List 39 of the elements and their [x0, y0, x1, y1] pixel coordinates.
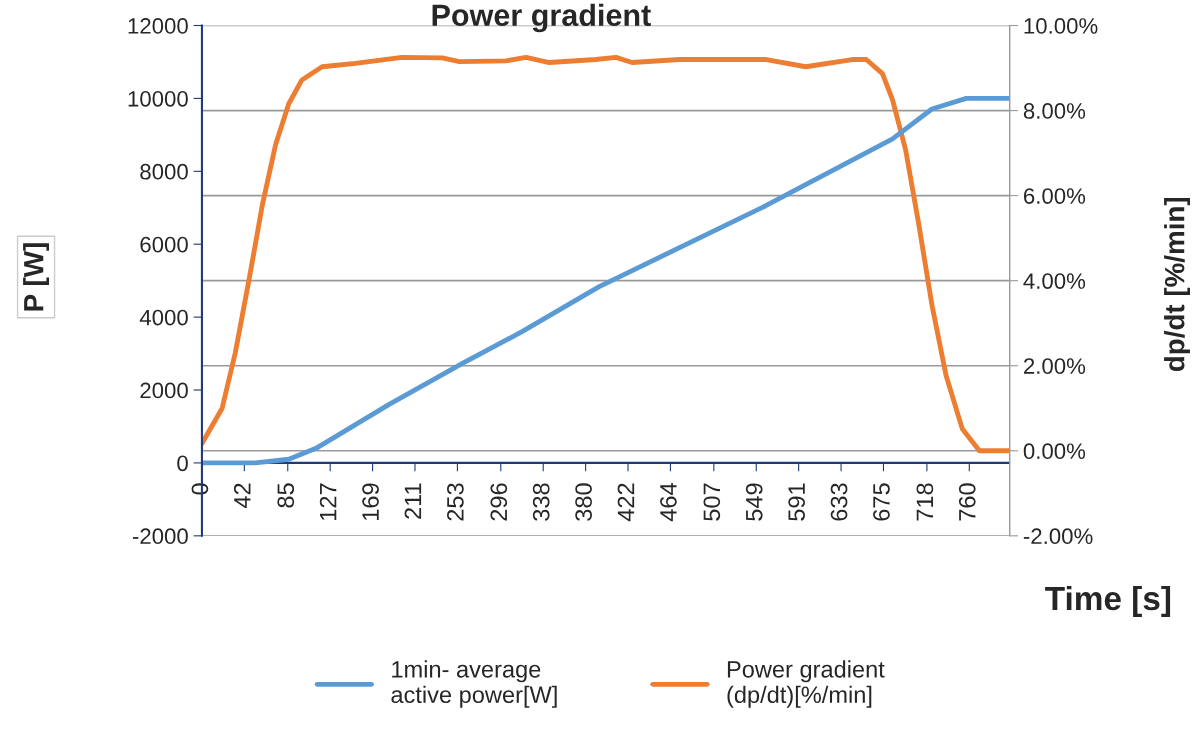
legend-label: 1min- average active power[W]	[391, 660, 557, 708]
y-tick-label: 10000	[128, 90, 188, 107]
x-tick-label: 296	[490, 483, 508, 521]
y2-tick-label: 2.00%	[1023, 358, 1086, 374]
y-tick-label: 0	[177, 455, 188, 472]
y2-tick-label: 6.00%	[1024, 188, 1086, 204]
x-tick-label: 760	[958, 483, 976, 521]
x-tick-label: 422	[617, 483, 635, 522]
chart-title: Power gradient	[432, 3, 651, 33]
y2-tick-label: -2.00%	[1023, 528, 1093, 545]
x-tick-label: 380	[575, 483, 592, 521]
x-tick-label: 507	[703, 483, 721, 521]
y-axis-title: P [W]	[23, 243, 50, 311]
x-tick-label: 591	[788, 483, 805, 521]
y-tick-label: 6000	[140, 236, 188, 253]
x-tick-label: 549	[745, 483, 763, 521]
x-tick-label: 338	[532, 483, 550, 521]
x-tick-label: 718	[916, 483, 934, 521]
y-tick-label: 8000	[140, 163, 188, 180]
x-tick-label: 127	[319, 483, 337, 520]
y-tick-label: 12000	[128, 18, 188, 34]
y-tick-label: 4000	[139, 309, 188, 326]
y-tick-label: 2000	[140, 382, 188, 399]
x-tick-label: 464	[660, 483, 677, 522]
y2-tick-label: 0.00%	[1023, 443, 1086, 460]
y2-tick-label: 10.00%	[1024, 18, 1098, 34]
x-tick-label: 675	[873, 483, 890, 521]
x-tick-label: 633	[830, 483, 848, 521]
x-tick-label: 42	[233, 483, 251, 509]
x-axis-title: Time [s]	[1045, 585, 1171, 617]
x-tick-label: 169	[362, 483, 379, 520]
x-tick-label: 85	[277, 483, 295, 508]
x-tick-label: 211	[404, 483, 422, 519]
legend-label: Power gradient (dp/dt)[%/min]	[727, 660, 885, 708]
y2-tick-label: 4.00%	[1023, 273, 1086, 289]
y2-tick-label: 8.00%	[1023, 103, 1086, 119]
x-tick-label: 253	[447, 483, 464, 521]
y-tick-label: -2000	[132, 528, 188, 545]
y2-axis-title: dp/dt [%/min]	[1164, 197, 1190, 372]
